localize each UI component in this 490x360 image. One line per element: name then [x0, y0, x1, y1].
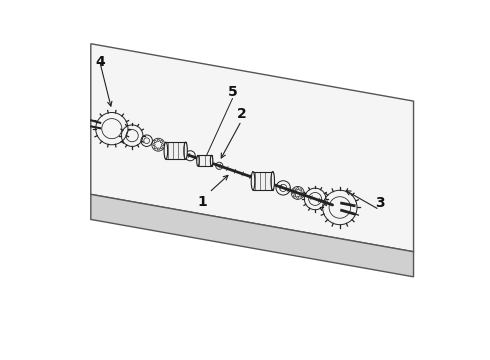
- Polygon shape: [91, 44, 414, 252]
- Ellipse shape: [271, 171, 274, 190]
- Ellipse shape: [184, 142, 187, 159]
- Text: 2: 2: [237, 107, 246, 121]
- Ellipse shape: [196, 156, 199, 166]
- Ellipse shape: [210, 156, 213, 166]
- Text: 4: 4: [95, 55, 105, 69]
- Text: 5: 5: [227, 85, 237, 99]
- Bar: [253, 171, 273, 190]
- Bar: [166, 142, 186, 159]
- Ellipse shape: [164, 142, 168, 159]
- Text: 1: 1: [197, 194, 207, 208]
- Bar: [198, 156, 212, 166]
- Ellipse shape: [251, 171, 255, 190]
- Text: 3: 3: [375, 196, 384, 210]
- Polygon shape: [91, 194, 414, 277]
